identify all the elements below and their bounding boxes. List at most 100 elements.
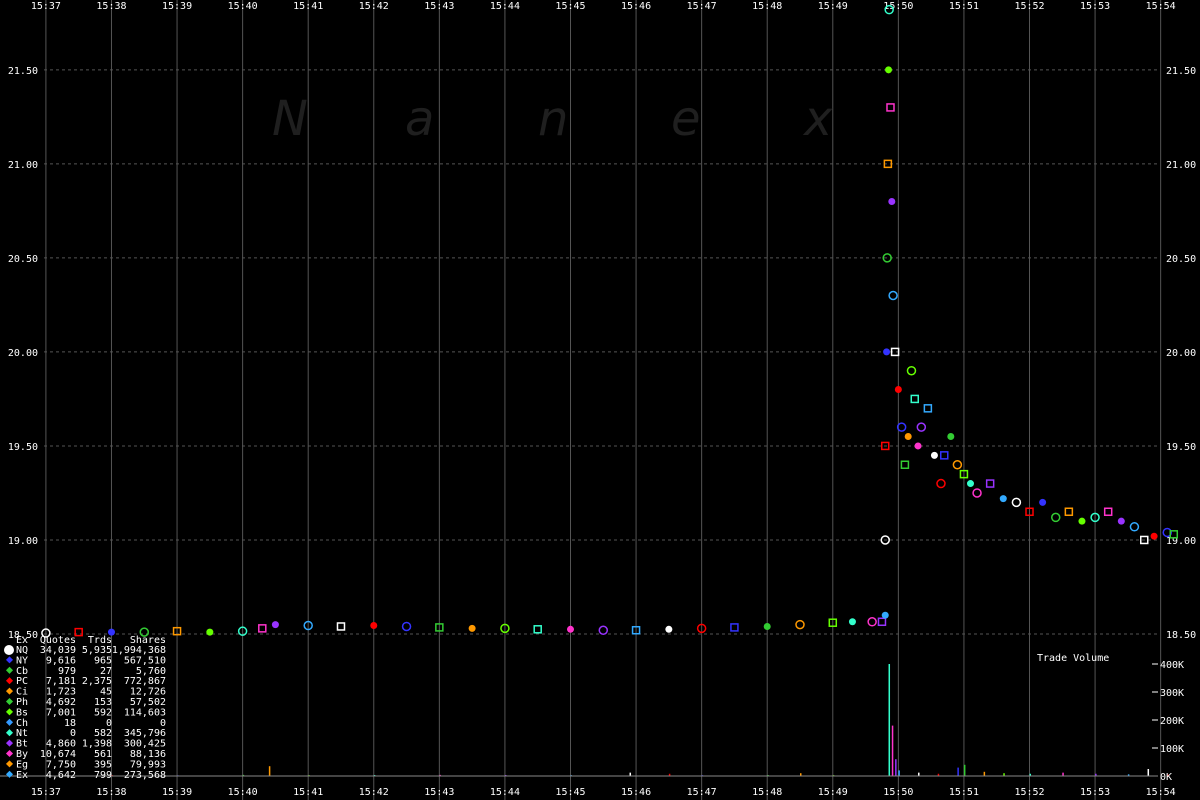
legend-quotes: 7,001 bbox=[46, 707, 76, 718]
x-tick-label: 15:48 bbox=[752, 1, 782, 12]
legend-trades: 5,935 bbox=[82, 645, 112, 656]
trade-marker bbox=[896, 422, 907, 432]
x-tick-label: 15:51 bbox=[949, 1, 979, 12]
trade-marker bbox=[936, 478, 946, 489]
trade-marker bbox=[258, 624, 267, 633]
legend-exchange: Bs bbox=[16, 707, 28, 718]
volume-panel: Trade Volume bbox=[45, 653, 1169, 777]
volume-axis: 400K 300K 200K 100K 0K bbox=[0, 660, 1184, 783]
legend-swatch bbox=[5, 739, 14, 747]
x-axis-top: 15:37 15:38 15:39 15:40 15:41 15:42 15:43 15:44… bbox=[31, 1, 1176, 12]
legend-swatch bbox=[5, 687, 14, 695]
volume-tick-label: 100K bbox=[1160, 744, 1184, 755]
legend-exchange: Ph bbox=[16, 697, 28, 708]
trade-marker bbox=[107, 628, 115, 636]
x-tick-label: 15:50 bbox=[883, 1, 913, 12]
legend-shares: 5,760 bbox=[136, 666, 166, 677]
legend-trades: 153 bbox=[94, 697, 112, 708]
trade-marker bbox=[882, 253, 892, 263]
trade-marker bbox=[336, 622, 346, 631]
y-tick-label: 19.50 bbox=[1166, 442, 1196, 453]
trade-marker bbox=[985, 479, 995, 488]
volume-bar bbox=[1029, 773, 1032, 776]
exchange-legend: Ex Quotes Trds Shares NQ 34,039 5,935 1,994… bbox=[4, 635, 166, 781]
legend-trades: 592 bbox=[94, 707, 112, 718]
trade-marker bbox=[952, 459, 963, 470]
legend-trades: 1,398 bbox=[82, 739, 112, 750]
x-tick-label: 15:49 bbox=[818, 1, 848, 12]
legend-exchange: PC bbox=[16, 676, 28, 687]
y-tick-label: 20.00 bbox=[8, 348, 38, 359]
grid-lines bbox=[44, 0, 1162, 800]
legend-header-quotes: Quotes bbox=[40, 635, 76, 646]
trade-marker bbox=[74, 627, 83, 637]
x-tick-label: 15:42 bbox=[359, 1, 389, 12]
trade-marker bbox=[923, 404, 933, 413]
volume-tick-label: 0K bbox=[1160, 772, 1172, 783]
volume-bar bbox=[937, 773, 940, 776]
watermark-letter: N bbox=[272, 91, 308, 147]
trade-marker bbox=[763, 622, 771, 630]
volume-bar bbox=[983, 771, 986, 776]
trade-marker bbox=[930, 451, 938, 459]
x-tick-label: 15:48 bbox=[752, 787, 782, 798]
trade-marker bbox=[877, 617, 887, 627]
x-axis-bottom: 15:37 15:38 15:39 15:40 15:41 15:42 15:43 15:44… bbox=[31, 787, 1176, 798]
legend-shares: 114,603 bbox=[124, 707, 166, 718]
y-tick-label: 21.00 bbox=[1166, 160, 1196, 171]
volume-tick-label: 300K bbox=[1160, 688, 1184, 699]
x-tick-label: 15:39 bbox=[162, 787, 192, 798]
x-tick-label: 15:37 bbox=[31, 1, 61, 12]
volume-bar bbox=[895, 759, 897, 776]
legend-swatch bbox=[5, 677, 14, 685]
x-tick-label: 15:40 bbox=[228, 1, 258, 12]
legend-quotes: 4,860 bbox=[46, 739, 76, 750]
legend-exchange: Nt bbox=[16, 728, 28, 739]
trade-marker bbox=[1129, 522, 1140, 532]
y-axis-left: 21.50 21.00 20.50 20.00 19.50 19.00 18.50 bbox=[8, 66, 38, 641]
trade-marker bbox=[401, 621, 412, 632]
trade-marker bbox=[883, 159, 893, 169]
y-tick-label: 20.50 bbox=[1166, 254, 1196, 265]
legend-trades: 965 bbox=[94, 655, 112, 666]
x-tick-label: 15:50 bbox=[883, 787, 913, 798]
legend-shares: 300,425 bbox=[124, 739, 166, 750]
trade-marker bbox=[303, 620, 313, 631]
x-tick-label: 15:38 bbox=[96, 787, 126, 798]
legend-quotes: 7,181 bbox=[46, 676, 76, 687]
legend-shares: 567,510 bbox=[124, 655, 166, 666]
trade-marker bbox=[1025, 507, 1034, 517]
trade-marker bbox=[1011, 497, 1022, 508]
trade-marker bbox=[959, 469, 969, 479]
x-tick-label: 15:41 bbox=[293, 787, 323, 798]
legend-exchange: NQ bbox=[16, 645, 28, 656]
trade-marker bbox=[1078, 517, 1086, 525]
trade-marker bbox=[880, 441, 890, 451]
volume-bar bbox=[888, 664, 891, 776]
x-tick-label: 15:51 bbox=[949, 787, 979, 798]
volume-bar bbox=[1062, 772, 1064, 776]
trade-marker bbox=[1150, 532, 1158, 540]
watermark-letter: n bbox=[538, 91, 568, 147]
volume-bar bbox=[891, 725, 894, 776]
trade-marker bbox=[696, 623, 707, 634]
legend-exchange: Ch bbox=[16, 718, 28, 729]
trade-marker bbox=[631, 625, 641, 635]
trade-marker bbox=[237, 626, 248, 636]
trade-marker bbox=[900, 460, 910, 469]
trade-marker bbox=[1140, 535, 1149, 545]
legend-shares: 273,568 bbox=[124, 770, 166, 781]
legend-exchange: Ex bbox=[16, 770, 28, 781]
legend-exchange: NY bbox=[16, 655, 28, 666]
trade-marker bbox=[867, 617, 877, 627]
volume-bar bbox=[918, 772, 920, 776]
legend-quotes: 34,039 bbox=[40, 645, 76, 656]
y-axis-right: 21.50 21.00 20.50 20.00 19.50 19.00 18.50 bbox=[1166, 66, 1196, 641]
trade-marker bbox=[206, 628, 214, 636]
trade-marker bbox=[947, 433, 955, 441]
trade-marker bbox=[1050, 512, 1061, 523]
x-tick-label: 15:38 bbox=[96, 1, 126, 12]
legend-swatch bbox=[5, 749, 14, 758]
x-tick-label: 15:53 bbox=[1080, 787, 1110, 798]
legend-trades: 582 bbox=[94, 728, 112, 739]
